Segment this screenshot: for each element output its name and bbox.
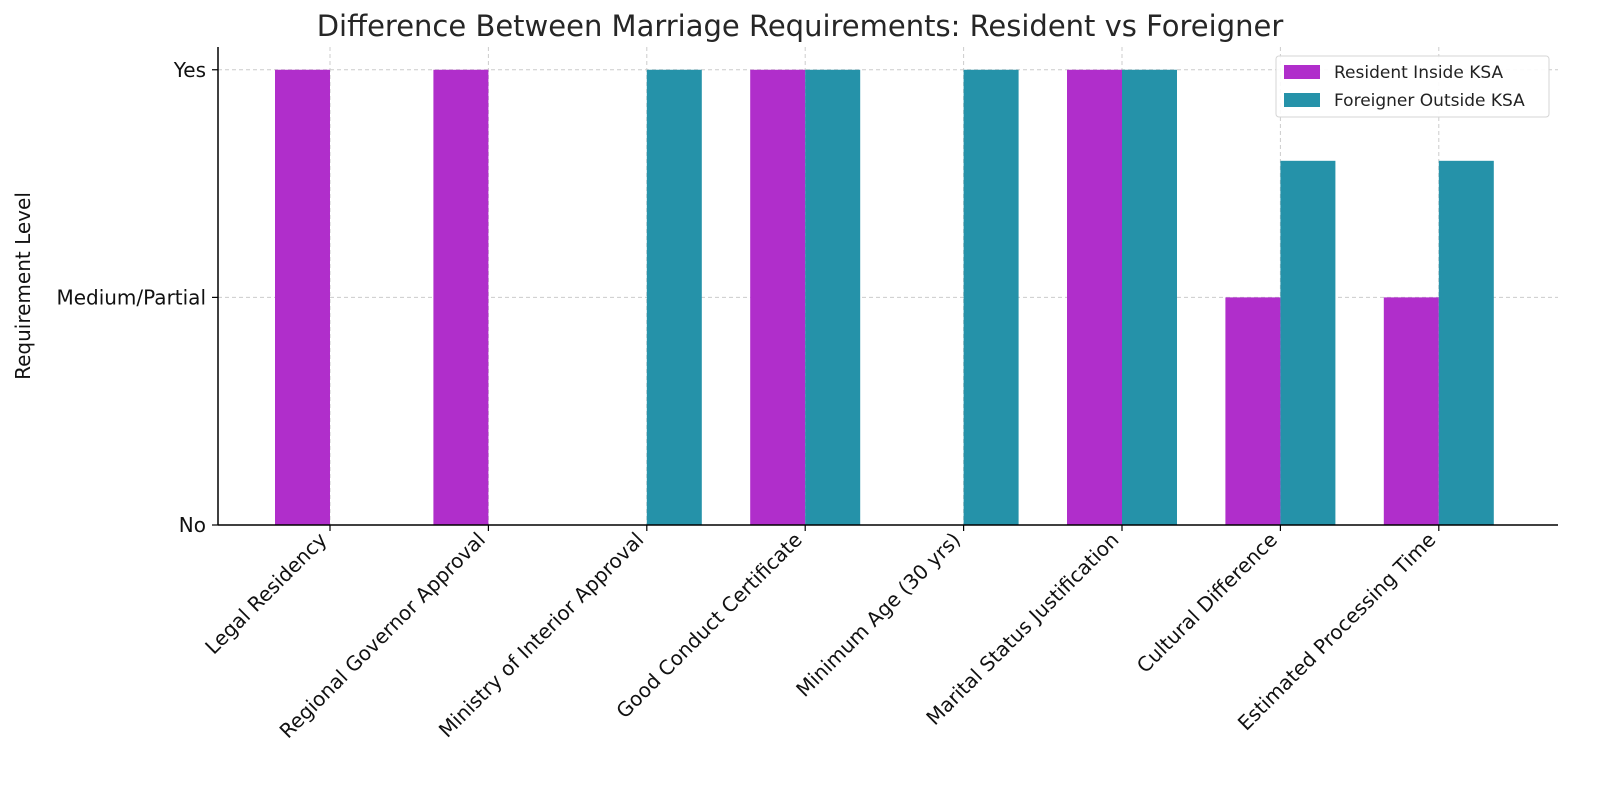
bar-foreigner <box>1438 160 1494 526</box>
bar-resident <box>750 69 806 525</box>
bar-foreigner <box>1122 69 1177 525</box>
bar-resident <box>275 69 330 525</box>
bar-foreigner <box>963 69 1019 525</box>
x-tick-label: Minimum Age (30 yrs) <box>791 528 965 702</box>
chart-title: Difference Between Marriage Requirements… <box>317 9 1284 43</box>
y-axis-label: Requirement Level <box>11 192 35 380</box>
bar-resident <box>1067 69 1122 525</box>
bar-resident <box>433 69 489 525</box>
legend: Resident Inside KSA Foreigner Outside KSA <box>1275 55 1550 118</box>
x-tick-label: Legal Residency <box>200 527 331 658</box>
x-tick-label: Cultural Difference <box>1132 528 1282 678</box>
legend-swatch <box>1284 65 1320 79</box>
bar-foreigner <box>805 69 861 525</box>
y-tick-label: Medium/Partial <box>56 285 206 309</box>
bar-resident <box>1225 297 1281 525</box>
bars <box>275 69 1494 526</box>
legend-label: Foreigner Outside KSA <box>1334 91 1525 111</box>
grid-lines <box>218 47 1558 525</box>
y-tick-label: Yes <box>173 58 206 82</box>
legend-swatch <box>1284 93 1320 107</box>
y-tick-label: No <box>179 513 206 537</box>
legend-box <box>1275 55 1550 118</box>
x-tick-label: Good Conduct Certificate <box>611 528 806 723</box>
bar-foreigner <box>1280 160 1336 526</box>
axes <box>212 47 1558 531</box>
y-tick-labels: No Medium/Partial Yes <box>56 58 206 537</box>
bar-foreigner <box>646 69 702 525</box>
bar-resident <box>1383 297 1439 525</box>
legend-label: Resident Inside KSA <box>1334 63 1503 83</box>
